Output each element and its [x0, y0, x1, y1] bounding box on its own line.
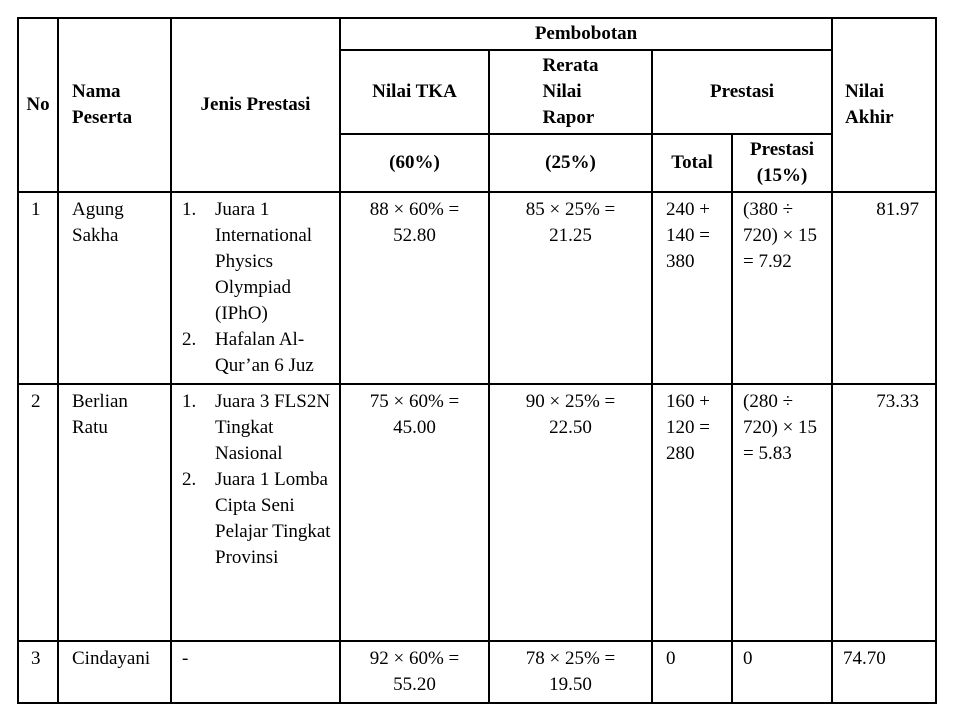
column-header-rapor-weight: (25%) [488, 133, 653, 193]
column-header-total: Total [651, 133, 733, 193]
cell-prestasi-15: (280 ÷ 720) × 15 = 5.83 [730, 383, 834, 642]
rerata-label: Rerata Nilai Rapor [542, 55, 599, 128]
cell-nama-peserta: Berlian Ratu [57, 383, 172, 642]
nilai-akhir-label: Nilai Akhir [845, 81, 894, 128]
cell-total: 160 + 120 = 280 [651, 383, 733, 642]
cell-rerata-rapor: 85 × 25% = 21.25 [488, 191, 653, 385]
table-row-2: 2 Berlian Ratu Juara 3 FLS2N Tingkat Nas… [17, 383, 938, 642]
column-header-rerata-nilai-rapor: Rerata Nilai Rapor [488, 49, 653, 135]
cell-total: 0 [651, 640, 733, 704]
cell-nama-peserta: Agung Sakha [57, 191, 172, 385]
prestasi-list: Juara 1 International Physics Olympiad (… [182, 197, 335, 379]
prestasi-list-item: Juara 1 Lomba Cipta Seni Pelajar Tingkat… [182, 467, 331, 568]
cell-nilai-akhir: 74.70 [831, 640, 938, 704]
cell-nilai-tka: 75 × 60% = 45.00 [339, 383, 490, 642]
cell-jenis-prestasi: Juara 1 International Physics Olympiad (… [170, 191, 341, 385]
cell-rerata-rapor: 78 × 25% = 19.50 [488, 640, 653, 704]
cell-total: 240 + 140 = 380 [651, 191, 733, 385]
cell-jenis-prestasi: - [170, 640, 341, 704]
prestasi-list: Juara 3 FLS2N Tingkat Nasional Juara 1 L… [182, 389, 335, 571]
prestasi-list-item: Juara 3 FLS2N Tingkat Nasional [182, 389, 331, 464]
column-header-prestasi-weight: Prestasi (15%) [730, 133, 834, 193]
column-header-nilai-tka: Nilai TKA [339, 49, 490, 135]
header-row-1: No Nama Peserta Jenis Prestasi Pembobota… [17, 17, 938, 193]
cell-nilai-akhir: 73.33 [831, 383, 938, 642]
cell-no: 3 [17, 640, 59, 704]
table-row-3: 3 Cindayani - 92 × 60% = 55.20 78 × 25% … [17, 640, 938, 704]
cell-nama-peserta: Cindayani [57, 640, 172, 704]
scoring-table: No Nama Peserta Jenis Prestasi Pembobota… [17, 17, 938, 704]
header-row-2: Nilai TKA Rerata Nilai Rapor Prestasi [18, 49, 936, 135]
cell-nilai-tka: 88 × 60% = 52.80 [339, 191, 490, 385]
column-header-nama-peserta: Nama Peserta [57, 17, 172, 193]
cell-no: 1 [17, 191, 59, 385]
cell-no: 2 [17, 383, 59, 642]
cell-prestasi-15: 0 [730, 640, 834, 704]
column-header-pembobotan: Pembobotan [338, 17, 834, 51]
table-row-1: 1 Agung Sakha Juara 1 International Phys… [17, 191, 938, 385]
cell-prestasi-15: (380 ÷ 720) × 15 = 7.92 [730, 191, 834, 385]
column-header-jenis-prestasi: Jenis Prestasi [170, 17, 341, 193]
cell-nilai-tka: 92 × 60% = 55.20 [339, 640, 490, 704]
column-header-nilai-akhir: Nilai Akhir [831, 17, 938, 193]
cell-rerata-rapor: 90 × 25% = 22.50 [488, 383, 653, 642]
prestasi-list-item: Juara 1 International Physics Olympiad (… [182, 197, 313, 324]
header-row-3: (60%) (25%) Total Prestasi (15%) [18, 133, 936, 193]
column-header-no: No [17, 17, 59, 193]
cell-jenis-prestasi: Juara 3 FLS2N Tingkat Nasional Juara 1 L… [170, 383, 341, 642]
cell-nilai-akhir: 81.97 [831, 191, 938, 385]
column-header-tka-weight: (60%) [339, 133, 490, 193]
column-header-prestasi: Prestasi [650, 49, 834, 135]
prestasi-list-item: Hafalan Al-Qur’an 6 Juz [182, 327, 314, 376]
